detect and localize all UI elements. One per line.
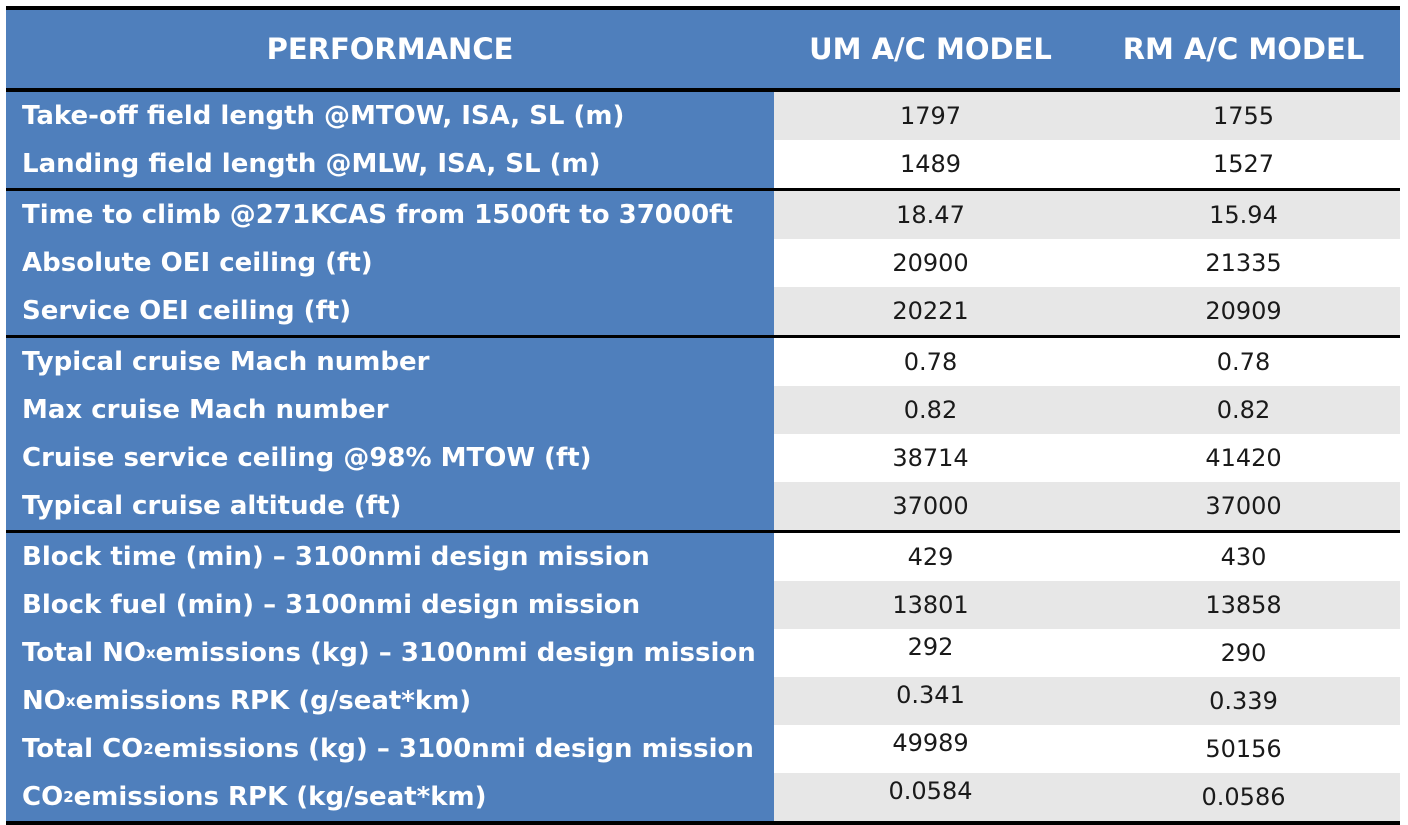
row-label-text: emissions RPK (kg/seat*km) [73,782,487,812]
table-row: CO 2 emissions RPK (kg/seat*km) 0.0584 0.… [6,773,1400,821]
table-row: Total NO x emissions (kg) – 3100nmi desig… [6,629,1400,677]
table-header: PERFORMANCE UM A/C MODEL RM A/C MODEL [6,10,1400,88]
um-value: 0.341 [774,677,1087,725]
table-row: Block fuel (min) – 3100nmi design missio… [6,581,1400,629]
um-value: 292 [907,633,954,661]
header-um-model: UM A/C MODEL [809,32,1052,66]
rm-value: 0.339 [1087,677,1400,725]
table-row: Landing field length @MLW, ISA, SL (m) 1… [6,140,1400,188]
table-row: Take-off field length @MTOW, ISA, SL (m)… [6,92,1400,140]
row-label: NO x emissions RPK (g/seat*km) [6,677,774,725]
rm-value: 430 [1220,543,1267,571]
table-bottom-rule [6,821,1400,825]
row-label-text: emissions (kg) – 3100nmi design mission [155,638,756,668]
um-value: 20221 [774,287,1087,335]
um-value: 20900 [892,249,969,277]
row-label: Block fuel (min) – 3100nmi design missio… [6,581,774,629]
group-divider [6,530,1400,533]
row-label: Block time (min) – 3100nmi design missio… [6,533,774,581]
table-top-rule [6,6,1400,10]
table-row: Max cruise Mach number 0.82 0.82 [6,386,1400,434]
row-label-text: emissions RPK (g/seat*km) [75,686,472,716]
table-row: Time to climb @271KCAS from 1500ft to 37… [6,191,1400,239]
header-performance: PERFORMANCE [266,32,514,66]
row-label: Landing field length @MLW, ISA, SL (m) [6,140,774,188]
um-value: 0.82 [774,386,1087,434]
rm-value: 41420 [1205,444,1282,472]
rm-value: 15.94 [1087,191,1400,239]
um-value: 37000 [774,482,1087,530]
rm-value: 1755 [1087,92,1400,140]
row-label: Typical cruise altitude (ft) [6,482,774,530]
row-label: Total NO x emissions (kg) – 3100nmi desig… [6,629,774,677]
rm-value: 13858 [1087,581,1400,629]
row-label-text: NO [22,686,66,716]
row-label-text: CO [22,782,64,812]
row-label: Max cruise Mach number [6,386,774,434]
um-value: 0.78 [903,348,958,376]
table-row: Cruise service ceiling @98% MTOW (ft) 38… [6,434,1400,482]
header-rm-model: RM A/C MODEL [1122,32,1365,66]
row-label: Cruise service ceiling @98% MTOW (ft) [6,434,774,482]
um-value: 429 [907,543,954,571]
table-row: Block time (min) – 3100nmi design missio… [6,533,1400,581]
table-row: Total CO 2 emissions (kg) – 3100nmi desig… [6,725,1400,773]
row-label: Time to climb @271KCAS from 1500ft to 37… [6,191,774,239]
row-label-text: Total NO [22,638,146,668]
table-row: Typical cruise altitude (ft) 37000 37000 [6,482,1400,530]
row-label: Absolute OEI ceiling (ft) [6,239,774,287]
rm-value: 37000 [1087,482,1400,530]
row-label: Total CO 2 emissions (kg) – 3100nmi desig… [6,725,774,773]
um-value: 1797 [774,92,1087,140]
rm-value: 290 [1220,639,1267,667]
um-value: 18.47 [774,191,1087,239]
row-label: Take-off field length @MTOW, ISA, SL (m) [6,92,774,140]
um-value: 13801 [774,581,1087,629]
rm-value: 0.0586 [1087,773,1400,821]
row-label: Typical cruise Mach number [6,338,774,386]
rm-value: 20909 [1087,287,1400,335]
rm-value: 0.78 [1216,348,1271,376]
group-divider [6,335,1400,338]
row-label-text: Total CO [22,734,144,764]
table-row: Absolute OEI ceiling (ft) 20900 21335 [6,239,1400,287]
table-row: Typical cruise Mach number 0.78 0.78 [6,338,1400,386]
performance-table: PERFORMANCE UM A/C MODEL RM A/C MODEL Ta… [6,6,1400,825]
um-value: 49989 [892,729,969,757]
table-row: NO x emissions RPK (g/seat*km) 0.341 0.33… [6,677,1400,725]
row-label-text: emissions (kg) – 3100nmi design mission [153,734,754,764]
row-label: Service OEI ceiling (ft) [6,287,774,335]
um-value: 1489 [899,150,962,178]
um-value: 0.0584 [774,773,1087,821]
group-divider [6,188,1400,191]
rm-value: 50156 [1205,735,1282,763]
rm-value: 21335 [1205,249,1282,277]
header-rule [6,88,1400,92]
um-value: 38714 [892,444,969,472]
rm-value: 0.82 [1087,386,1400,434]
table-row: Service OEI ceiling (ft) 20221 20909 [6,287,1400,335]
row-label: CO 2 emissions RPK (kg/seat*km) [6,773,774,821]
rm-value: 1527 [1212,150,1275,178]
